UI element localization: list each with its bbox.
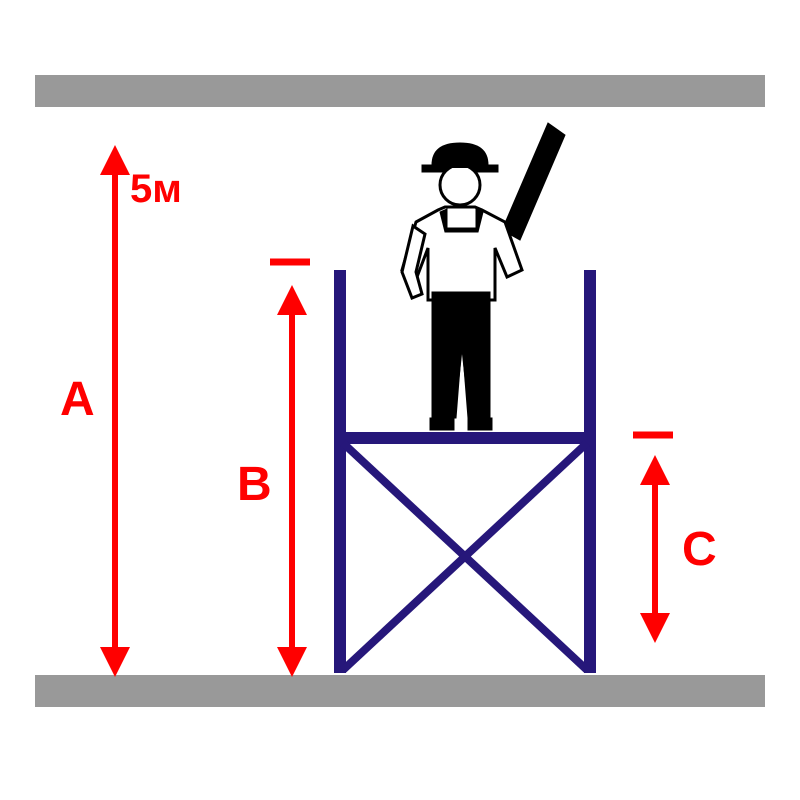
dimension-a-label: A: [60, 373, 95, 426]
dimension-b-label: B: [237, 458, 272, 511]
floor-bar: [35, 675, 765, 707]
worker-icon: [402, 123, 565, 430]
dimension-c-label: C: [682, 523, 717, 576]
ceiling-bar: [35, 75, 765, 107]
dimension-a: 5м A: [60, 145, 182, 677]
dimension-b: B: [237, 262, 310, 677]
dimension-c: C: [633, 435, 717, 643]
dimension-a-value: 5м: [130, 167, 182, 211]
diagram-canvas: 5м A B C: [0, 0, 800, 800]
